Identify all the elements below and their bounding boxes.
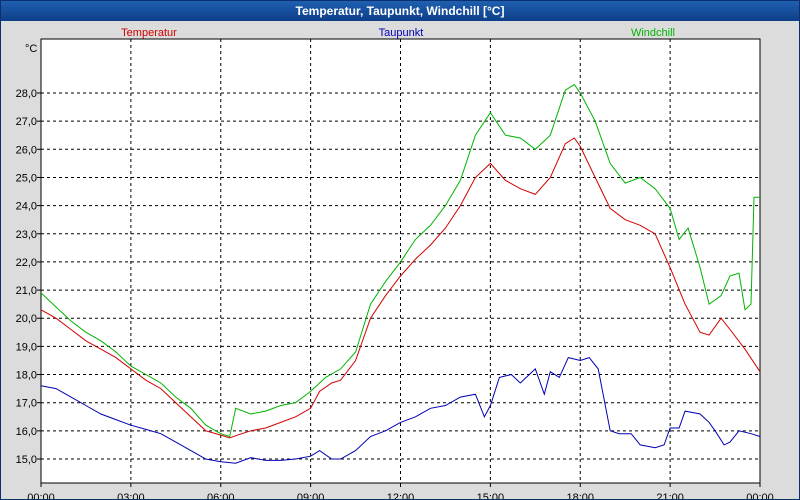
legend-entry-taupunkt: Taupunkt (379, 27, 424, 39)
y-tick-label: 15,0 (16, 454, 37, 466)
y-tick-label: 16,0 (16, 426, 37, 438)
legend-entry-temperatur: Temperatur (121, 27, 177, 39)
x-tick-time: 00:00 (746, 492, 774, 499)
y-tick-label: 27,0 (16, 116, 37, 128)
x-tick-time: 09:00 (297, 492, 325, 499)
y-tick-label: 24,0 (16, 201, 37, 213)
y-tick-label: 20,0 (16, 313, 37, 325)
y-tick-label: 17,0 (16, 398, 37, 410)
y-tick-label: 21,0 (16, 285, 37, 297)
series-line-windchill (40, 83, 760, 438)
x-tick-time: 03:00 (117, 492, 145, 499)
series-line-taupunkt (40, 357, 761, 464)
x-tick-time: 06:00 (207, 492, 235, 499)
y-tick-label: 28,0 (16, 88, 37, 100)
y-tick-label: 25,0 (16, 172, 37, 184)
y-tick-label: 22,0 (16, 257, 37, 269)
x-tick-time: 00:00 (27, 492, 55, 499)
y-tick-label: 23,0 (16, 229, 37, 241)
series-line-temperatur (40, 137, 761, 439)
y-tick-label: 26,0 (16, 144, 37, 156)
x-tick-time: 15:00 (477, 492, 505, 499)
y-tick-label: 18,0 (16, 370, 37, 382)
window-title: Temperatur, Taupunkt, Windchill [°C] (1, 1, 799, 21)
line-chart: 15,0 16,0 17,0 18,0 19,0 20,0 21,0 22,0 23,0 24,0… (16, 27, 774, 499)
x-tick-time: 18:00 (566, 492, 594, 499)
legend-entry-windchill: Windchill (631, 27, 675, 39)
y-tick-label: 19,0 (16, 341, 37, 353)
y-axis-label: °C (25, 43, 37, 55)
x-tick-time: 21:00 (656, 492, 684, 499)
x-tick-time: 12:00 (387, 492, 415, 499)
